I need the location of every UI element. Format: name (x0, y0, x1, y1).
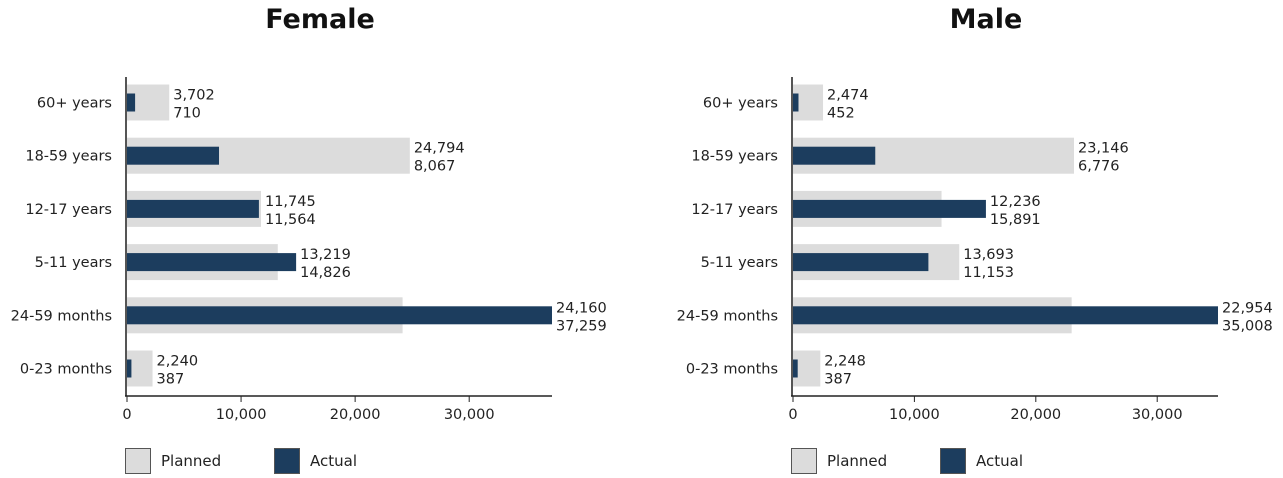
x-tick-label: 30,000 (444, 407, 495, 423)
legend-swatch-planned (125, 448, 151, 474)
actual-bar (127, 306, 552, 325)
chart-title: Male (949, 4, 1023, 35)
category-label: 5-11 years (701, 255, 778, 271)
actual-value-label: 14,826 (300, 265, 351, 281)
category-label: 60+ years (703, 96, 778, 112)
planned-value-label: 11,745 (265, 194, 316, 210)
x-tick-label: 10,000 (889, 407, 940, 423)
bar-group-2: 12-17 years 12,236 15,891 (691, 190, 1041, 228)
actual-value-label: 11,564 (265, 212, 316, 228)
actual-value-label: 11,153 (963, 265, 1014, 281)
actual-bar (127, 253, 297, 272)
x-tick-label: 30,000 (1132, 407, 1183, 423)
bar-group-3: 5-11 years 13,219 14,826 (35, 244, 351, 281)
bar-group-5: 0-23 months 2,248 387 (686, 350, 866, 388)
actual-value-label: 35,008 (1222, 318, 1273, 334)
planned-value-label: 13,693 (963, 247, 1014, 263)
actual-bar (793, 306, 1218, 325)
actual-value-label: 710 (173, 106, 201, 122)
actual-bar (793, 359, 798, 378)
actual-bar (127, 93, 136, 112)
category-label: 18-59 years (25, 149, 112, 165)
planned-value-label: 23,146 (1078, 141, 1129, 157)
planned-value-label: 2,240 (157, 354, 199, 370)
category-label: 12-17 years (691, 202, 778, 218)
legend-item-actual: Actual (274, 448, 357, 474)
planned-value-label: 12,236 (990, 194, 1041, 210)
planned-value-label: 2,474 (827, 88, 869, 104)
actual-bar (793, 146, 876, 165)
category-label: 0-23 months (20, 362, 112, 378)
bar-group-0: 60+ years 3,702 710 (37, 84, 215, 122)
female-chart-panel: Female 60+ years 3,702 710 18-59 years 24,79… (0, 0, 640, 477)
x-tick-label: 0 (122, 407, 131, 423)
bar-group-4: 24-59 months 22,954 35,008 (677, 297, 1273, 334)
x-tick-label: 20,000 (330, 407, 381, 423)
actual-value-label: 387 (824, 372, 852, 388)
planned-value-label: 22,954 (1222, 300, 1273, 316)
x-tick-label: 20,000 (1010, 407, 1061, 423)
planned-value-label: 3,702 (173, 88, 215, 104)
bar-group-5: 0-23 months 2,240 387 (20, 350, 199, 388)
legend-item-actual: Actual (940, 448, 1023, 474)
male-chart-panel: Male 60+ years 2,474 452 18-59 years 23,146 6… (666, 0, 1283, 477)
actual-value-label: 37,259 (556, 318, 607, 334)
actual-value-label: 452 (827, 106, 855, 122)
actual-bar (793, 93, 799, 112)
chart-title: Female (265, 4, 375, 35)
bar-group-4: 24-59 months 24,160 37,259 (11, 297, 607, 334)
actual-value-label: 387 (157, 372, 185, 388)
legend-swatch-planned (791, 448, 817, 474)
actual-value-label: 8,067 (414, 159, 456, 175)
category-label: 0-23 months (686, 362, 778, 378)
category-label: 5-11 years (35, 255, 112, 271)
legend-swatch-actual (940, 448, 966, 474)
legend-label-planned: Planned (827, 452, 888, 470)
category-label: 12-17 years (25, 202, 112, 218)
actual-bar (793, 253, 929, 272)
actual-bar (127, 359, 132, 378)
planned-value-label: 2,248 (824, 354, 866, 370)
category-label: 60+ years (37, 96, 112, 112)
legend-label-planned: Planned (161, 452, 222, 470)
legend-swatch-actual (274, 448, 300, 474)
x-tick-label: 0 (788, 407, 797, 423)
bar-group-3: 5-11 years 13,693 11,153 (701, 244, 1014, 281)
planned-value-label: 24,794 (414, 141, 465, 157)
planned-value-label: 24,160 (556, 300, 607, 316)
bar-group-1: 18-59 years 23,146 6,776 (691, 137, 1129, 175)
bar-group-2: 12-17 years 11,745 11,564 (25, 190, 316, 228)
category-label: 24-59 months (677, 308, 778, 324)
category-label: 24-59 months (11, 308, 112, 324)
legend-item-planned: Planned (125, 448, 221, 474)
legend-item-planned: Planned (791, 448, 887, 474)
legend-label-actual: Actual (976, 452, 1023, 470)
category-label: 18-59 years (691, 149, 778, 165)
actual-value-label: 6,776 (1078, 159, 1120, 175)
actual-bar (127, 146, 220, 165)
x-tick-label: 10,000 (216, 407, 267, 423)
bar-group-0: 60+ years 2,474 452 (703, 84, 869, 122)
legend-label-actual: Actual (310, 452, 357, 470)
actual-value-label: 15,891 (990, 212, 1041, 228)
actual-bar (127, 199, 259, 218)
actual-bar (793, 199, 986, 218)
planned-value-label: 13,219 (300, 247, 351, 263)
bar-group-1: 18-59 years 24,794 8,067 (25, 137, 465, 175)
